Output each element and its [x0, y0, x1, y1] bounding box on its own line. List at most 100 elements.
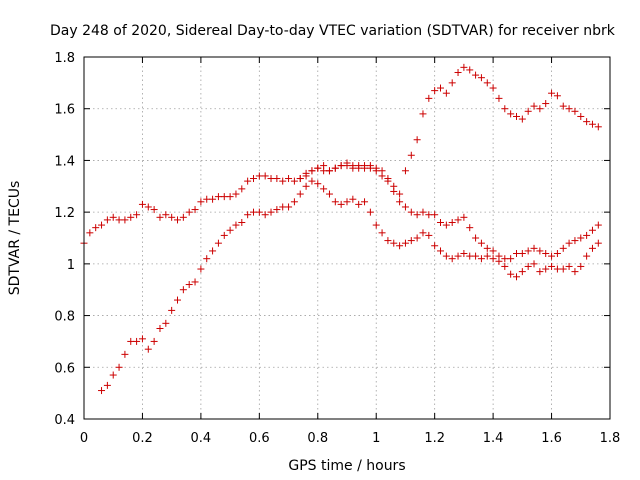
axis-ticks: [83, 56, 611, 420]
data-point: [109, 213, 117, 221]
data-point: [466, 224, 474, 232]
data-point: [320, 167, 328, 175]
data-point: [472, 71, 480, 79]
data-point: [413, 211, 421, 219]
data-point: [442, 252, 450, 260]
data-point: [372, 167, 380, 175]
data-point: [331, 198, 339, 206]
data-point: [588, 244, 596, 252]
data-point: [168, 306, 176, 314]
data-point: [431, 211, 439, 219]
data-point: [448, 79, 456, 87]
data-point: [536, 268, 544, 276]
data-point: [244, 211, 252, 219]
data-point: [588, 226, 596, 234]
data-point: [144, 345, 152, 353]
data-point: [285, 175, 293, 183]
data-point: [138, 335, 146, 343]
data-point: [495, 94, 503, 102]
data-point: [396, 190, 404, 198]
data-point: [133, 211, 141, 219]
data-point: [179, 213, 187, 221]
data-point: [583, 231, 591, 239]
data-point: [103, 216, 111, 224]
data-point: [530, 260, 538, 268]
data-point: [407, 208, 415, 216]
data-point: [437, 247, 445, 255]
y-tick-labels: 0.4 0.6 0.8 1 1.2 1.4 1.6 1.8: [54, 51, 75, 428]
data-point: [518, 250, 526, 258]
data-point: [302, 169, 310, 177]
data-point: [577, 262, 585, 270]
data-point: [98, 387, 106, 395]
x-tick-label: 1.6: [541, 431, 562, 446]
data-point: [308, 177, 316, 185]
data-point: [343, 198, 351, 206]
data-point: [197, 198, 205, 206]
data-point: [144, 203, 152, 211]
data-point: [121, 350, 129, 358]
data-point: [454, 216, 462, 224]
data-point: [384, 177, 392, 185]
data-point: [425, 211, 433, 219]
y-tick-label: 0.4: [54, 413, 75, 428]
data-point: [372, 221, 380, 229]
data-point: [162, 319, 170, 327]
data-point: [512, 112, 520, 120]
data-point: [542, 250, 550, 258]
x-tick-label: 1.8: [600, 431, 621, 446]
data-point: [571, 268, 579, 276]
data-point: [156, 213, 164, 221]
data-point: [232, 190, 240, 198]
data-point: [209, 247, 217, 255]
data-point: [150, 337, 158, 345]
data-point: [378, 172, 386, 180]
data-point: [507, 110, 515, 118]
data-point: [518, 115, 526, 123]
data-point: [565, 262, 573, 270]
data-point: [489, 247, 497, 255]
data-point: [185, 208, 193, 216]
data-point: [536, 247, 544, 255]
data-point: [530, 244, 538, 252]
data-point: [460, 213, 468, 221]
data-point: [548, 89, 556, 97]
data-point: [249, 175, 257, 183]
data-point: [419, 110, 427, 118]
data-point: [483, 252, 491, 260]
data-point: [267, 175, 275, 183]
data-point: [127, 213, 135, 221]
data-point: [261, 172, 269, 180]
data-point: [425, 94, 433, 102]
data-point: [425, 231, 433, 239]
data-point: [361, 198, 369, 206]
data-point: [325, 167, 333, 175]
y-axis-label: SDTVAR / TECUs: [7, 181, 23, 296]
data-point: [273, 206, 281, 214]
data-point: [174, 216, 182, 224]
data-point: [477, 239, 485, 247]
data-point: [214, 193, 222, 201]
data-point: [524, 247, 532, 255]
data-point: [115, 363, 123, 371]
data-point: [168, 213, 176, 221]
data-point: [401, 167, 409, 175]
y-tick-label: 1.4: [54, 154, 75, 169]
data-point: [396, 242, 404, 250]
data-point: [413, 136, 421, 144]
data-point: [197, 265, 205, 273]
data-point: [577, 234, 585, 242]
data-point: [571, 237, 579, 245]
x-tick-label: 0: [80, 431, 88, 446]
data-point: [401, 203, 409, 211]
data-point: [378, 229, 386, 237]
data-point: [103, 381, 111, 389]
data-point: [583, 118, 591, 126]
data-point: [337, 162, 345, 170]
data-point: [413, 234, 421, 242]
data-point: [448, 255, 456, 263]
data-point: [366, 208, 374, 216]
data-point: [442, 221, 450, 229]
plot-frame: [83, 56, 611, 420]
